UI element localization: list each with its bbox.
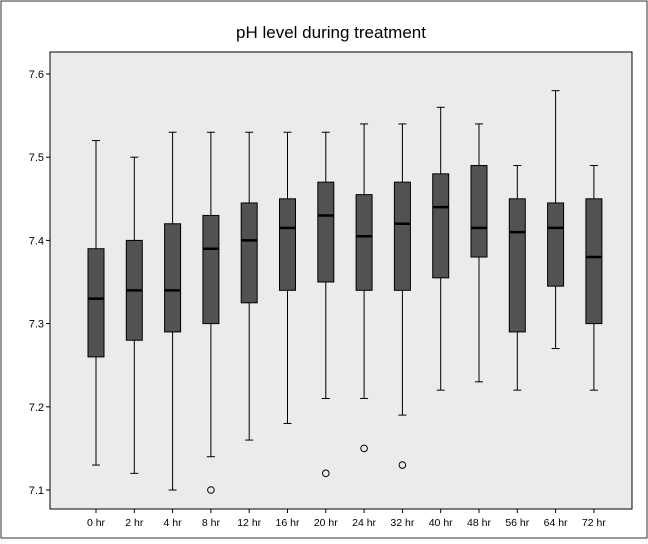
x-tick-label: 20 hr — [314, 517, 338, 529]
y-tick-label: 7.3 — [29, 319, 44, 331]
x-tick-label: 4 hr — [164, 517, 183, 529]
x-tick-label: 0 hr — [87, 517, 106, 529]
y-tick-label: 7.5 — [29, 152, 44, 164]
iqr-box — [585, 198, 603, 325]
y-axis: 7.1 7.2 7.3 7.4 7.5 7.6 — [29, 69, 50, 497]
x-tick-label: 8 hr — [202, 517, 221, 529]
box-32hr — [393, 123, 411, 469]
box-series — [87, 90, 603, 494]
x-tick-label: 72 hr — [582, 517, 606, 529]
chart-title: pH level during treatment — [236, 23, 426, 42]
outlier-point — [322, 469, 330, 478]
x-tick-label: 48 hr — [467, 517, 491, 529]
x-tick-label: 2 hr — [125, 517, 144, 529]
box-48hr — [470, 123, 488, 383]
iqr-box — [470, 165, 488, 258]
iqr-box — [317, 181, 335, 283]
box-40hr — [432, 106, 450, 391]
y-tick-label: 7.2 — [29, 402, 44, 414]
box-2hr — [125, 156, 143, 474]
box-8hr — [202, 131, 220, 494]
x-tick-label: 24 hr — [352, 517, 376, 529]
y-tick-label: 7.4 — [29, 235, 44, 247]
y-tick-label: 7.6 — [29, 69, 44, 81]
iqr-box — [164, 223, 182, 333]
iqr-box — [355, 194, 373, 291]
iqr-box — [547, 202, 565, 287]
box-4hr — [164, 131, 182, 491]
plot-area — [49, 51, 633, 510]
box-0hr — [87, 140, 105, 466]
iqr-box — [393, 181, 411, 291]
outlier-point — [398, 461, 407, 469]
x-tick-label: 12 hr — [237, 517, 261, 529]
iqr-box — [202, 214, 220, 325]
box-24hr — [355, 123, 373, 453]
iqr-box — [87, 248, 105, 358]
x-tick-label: 64 hr — [544, 517, 568, 529]
iqr-box — [240, 202, 258, 304]
outlier-point — [207, 486, 215, 494]
y-tick-label: 7.1 — [29, 485, 44, 497]
x-tick-label: 40 hr — [429, 517, 453, 529]
iqr-box — [432, 173, 450, 279]
x-axis: 0 hr 2 hr 4 hr 8 hr 12 hr 16 hr 20 hr 24 hr 32 h… — [87, 509, 606, 529]
outlier-point — [360, 444, 368, 453]
box-64hr — [547, 90, 565, 350]
iqr-box — [279, 198, 296, 291]
x-tick-label: 16 hr — [276, 517, 300, 529]
box-72hr — [585, 165, 603, 391]
iqr-box — [508, 198, 526, 333]
box-56hr — [508, 165, 526, 391]
box-16hr — [279, 131, 296, 424]
x-tick-label: 32 hr — [390, 517, 414, 529]
x-tick-label: 56 hr — [505, 517, 529, 529]
box-12hr — [240, 131, 258, 441]
box-20hr — [317, 131, 335, 478]
